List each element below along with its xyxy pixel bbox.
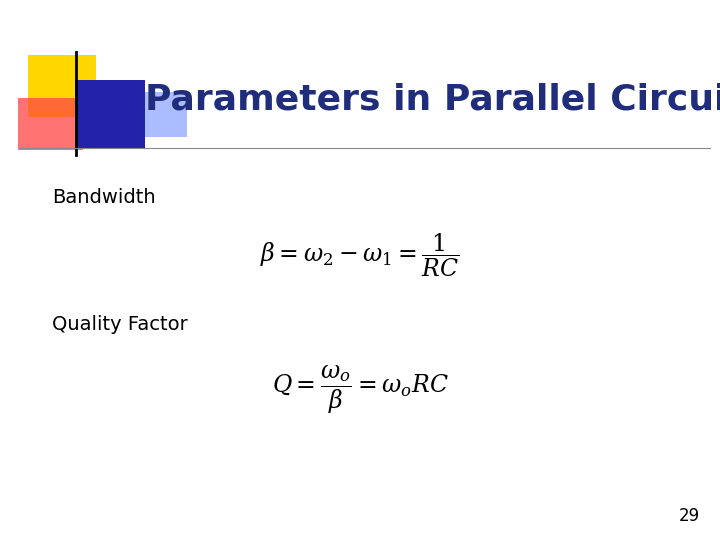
Text: Quality Factor: Quality Factor xyxy=(52,315,188,334)
Text: Bandwidth: Bandwidth xyxy=(52,188,156,207)
Bar xyxy=(28,55,96,117)
Bar xyxy=(75,80,145,148)
Text: $\beta = \omega_2 - \omega_1 = \dfrac{1}{RC}$: $\beta = \omega_2 - \omega_1 = \dfrac{1}… xyxy=(261,231,459,279)
Text: Parameters in Parallel Circuit: Parameters in Parallel Circuit xyxy=(145,83,720,117)
Text: 29: 29 xyxy=(679,507,700,525)
Text: $Q = \dfrac{\omega_o}{\beta} = \omega_o RC$: $Q = \dfrac{\omega_o}{\beta} = \omega_o … xyxy=(271,364,449,416)
Bar xyxy=(135,92,187,137)
Bar xyxy=(18,98,83,150)
